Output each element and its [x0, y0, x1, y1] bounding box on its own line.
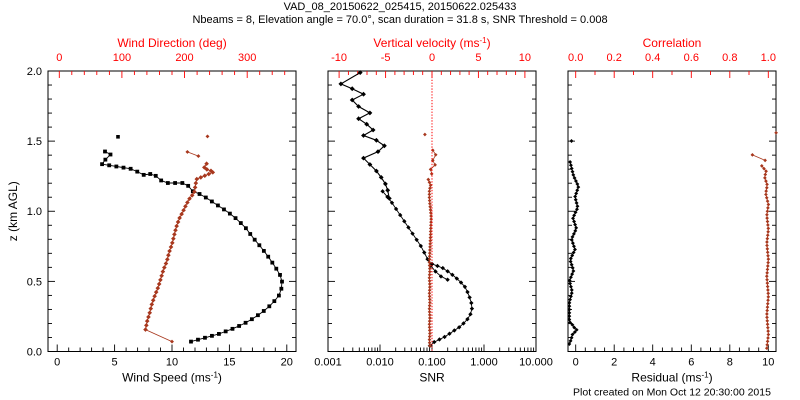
svg-text:0: 0 [56, 52, 62, 64]
svg-text:Residual (ms-1): Residual (ms-1) [631, 370, 712, 385]
svg-text:15: 15 [223, 357, 235, 369]
svg-text:0.5: 0.5 [27, 276, 42, 288]
svg-text:Wind Speed (ms-1): Wind Speed (ms-1) [122, 370, 222, 385]
svg-text:100: 100 [113, 52, 131, 64]
svg-text:Correlation: Correlation [643, 36, 702, 50]
svg-text:2.0: 2.0 [27, 66, 42, 78]
svg-text:10: 10 [762, 357, 774, 369]
svg-text:VAD_08_20150622_025415, 201506: VAD_08_20150622_025415, 20150622.025433 [284, 1, 517, 13]
svg-text:1.0: 1.0 [761, 52, 776, 64]
svg-text:8: 8 [727, 357, 733, 369]
svg-text:10: 10 [166, 357, 178, 369]
svg-text:6: 6 [688, 357, 694, 369]
svg-text:Nbeams = 8, Elevation angle =: Nbeams = 8, Elevation angle = 70.0°, sca… [192, 14, 607, 26]
svg-text:0.2: 0.2 [607, 52, 622, 64]
svg-text:4: 4 [650, 357, 656, 369]
svg-text:1.0: 1.0 [27, 206, 42, 218]
svg-text:5: 5 [475, 52, 481, 64]
svg-text:0.6: 0.6 [684, 52, 699, 64]
svg-text:Plot created on Mon Oct 12 20:: Plot created on Mon Oct 12 20:30:00 2015 [573, 387, 771, 399]
svg-text:0.010: 0.010 [366, 357, 394, 369]
svg-text:SNR: SNR [419, 371, 445, 385]
svg-text:Vertical velocity (ms-1): Vertical velocity (ms-1) [373, 36, 490, 51]
svg-text:0.0: 0.0 [27, 347, 42, 359]
svg-text:0: 0 [54, 357, 60, 369]
svg-text:200: 200 [175, 52, 193, 64]
svg-text:20: 20 [281, 357, 293, 369]
svg-text:-10: -10 [331, 52, 347, 64]
svg-text:0.001: 0.001 [314, 357, 342, 369]
svg-text:5: 5 [112, 357, 118, 369]
svg-text:10: 10 [519, 52, 531, 64]
svg-text:10.000: 10.000 [519, 357, 553, 369]
svg-text:0: 0 [429, 52, 435, 64]
svg-text:0.0: 0.0 [568, 52, 583, 64]
svg-text:0.8: 0.8 [722, 52, 737, 64]
svg-text:0.100: 0.100 [418, 357, 446, 369]
svg-text:1.000: 1.000 [470, 357, 498, 369]
svg-text:300: 300 [238, 52, 256, 64]
svg-text:Wind Direction (deg): Wind Direction (deg) [117, 36, 226, 50]
svg-text:0.4: 0.4 [645, 52, 660, 64]
svg-text:-5: -5 [381, 52, 391, 64]
svg-text:z (km AGL): z (km AGL) [6, 181, 20, 241]
svg-text:1.5: 1.5 [27, 136, 42, 148]
svg-text:2: 2 [611, 357, 617, 369]
svg-text:0: 0 [573, 357, 579, 369]
